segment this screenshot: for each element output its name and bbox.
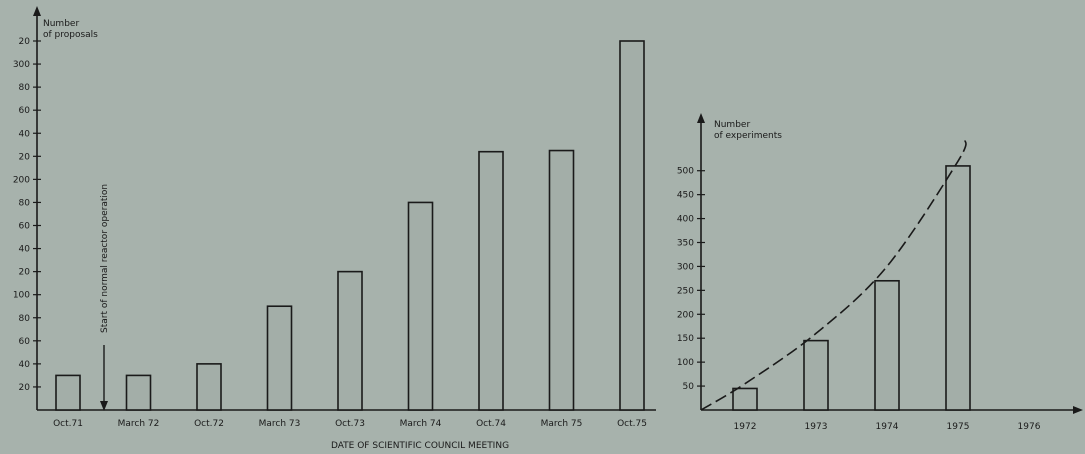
proposals-y-tick-label: 80 [19, 198, 31, 208]
proposals-x-tick-label: Oct.72 [194, 419, 224, 429]
proposals-bar [548, 149, 575, 411]
proposals-y-tick-label: 300 [13, 60, 30, 70]
experiments-x-tick-label: 1974 [876, 422, 899, 432]
proposals-y-tick-label: 40 [19, 245, 31, 255]
proposals-x-ticks: Oct.71 March 72 Oct.72 March 73 Oct.73 March … [53, 419, 647, 429]
proposals-bar [266, 305, 293, 411]
proposals-x-tick-label: March 72 [118, 419, 160, 429]
experiments-bar [732, 387, 758, 411]
experiments-x-tick-label: 1972 [734, 422, 757, 432]
proposals-y-tick-label: 40 [19, 360, 31, 370]
experiments-bar [874, 279, 900, 411]
experiments-y-tick-label: 250 [677, 286, 694, 296]
experiments-bar [803, 339, 829, 411]
experiments-y-tick-label: 400 [677, 215, 694, 225]
proposals-x-tick-label: Oct.75 [617, 419, 647, 429]
experiments-x-tick-label: 1975 [947, 422, 970, 432]
proposals-y-tick-label: 20 [19, 383, 31, 393]
experiments-y-tick-label: 350 [677, 239, 694, 249]
proposals-x-tick-label: March 75 [541, 419, 583, 429]
experiments-x-tick-label: 1973 [805, 422, 828, 432]
proposals-x-label: DATE OF SCIENTIFIC COUNCIL MEETING [331, 441, 509, 451]
proposals-x-tick-label: March 74 [400, 419, 442, 429]
experiments-y-tick-label: 150 [677, 334, 694, 344]
proposals-bar [407, 201, 434, 411]
proposals-bar [196, 363, 222, 411]
experiments-trend-line [700, 139, 967, 411]
experiments-x-axis-arrow [1073, 406, 1083, 414]
proposals-x-tick-label: Oct.71 [53, 419, 83, 429]
experiments-x-ticks: 1972 1973 1974 1975 1976 [734, 422, 1041, 432]
reactor-start-text: Start of normal reactor operation [100, 184, 110, 333]
proposals-y-tick-label: 20 [19, 152, 31, 162]
proposals-y-tick-label: 80 [19, 314, 31, 324]
experiments-y-axis-arrow [697, 113, 705, 123]
reactor-start-annotation: Start of normal reactor operation [100, 184, 110, 411]
experiments-chart: Number of experiments 50 100 150 200 250 300 3… [677, 113, 1083, 432]
experiments-y-tick-label: 450 [677, 191, 694, 201]
proposals-bar [337, 270, 363, 411]
proposals-bars [55, 40, 645, 411]
proposals-y-tick-label: 100 [13, 291, 30, 301]
experiments-y-tick-label: 100 [677, 358, 694, 368]
proposals-x-tick-label: March 73 [259, 419, 301, 429]
proposals-bar [125, 374, 152, 411]
proposals-bar [478, 150, 504, 411]
proposals-y-tick-label: 20 [19, 268, 31, 278]
proposals-y-label-line-1: Number [43, 19, 79, 29]
experiments-y-ticks: 50 100 150 200 250 300 350 400 450 500 [677, 167, 705, 392]
experiments-y-label-line-1: Number [714, 120, 750, 130]
proposals-y-label-line-2: of proposals [43, 30, 98, 40]
proposals-y-tick-label: 60 [19, 106, 31, 116]
experiments-y-label-line-2: of experiments [714, 131, 782, 141]
experiments-y-tick-label: 300 [677, 262, 694, 272]
proposals-y-tick-label: 200 [13, 175, 30, 185]
proposals-y-tick-label: 80 [19, 83, 31, 93]
proposals-bar [619, 40, 645, 411]
proposals-y-ticks: 20 40 60 80 100 20 40 60 80 200 20 40 60 80 300 20 [13, 37, 41, 393]
experiments-y-tick-label: 50 [683, 382, 695, 392]
experiments-bar [945, 165, 971, 411]
experiments-y-tick-label: 500 [677, 167, 694, 177]
proposals-y-tick-label: 40 [19, 129, 31, 139]
proposals-chart: Number of proposals 20406080100204060802… [13, 6, 656, 451]
proposals-x-tick-label: Oct.74 [476, 419, 506, 429]
reactor-start-arrow-head [100, 401, 108, 411]
proposals-bar [55, 374, 81, 411]
proposals-y-axis-arrow [33, 6, 41, 16]
proposals-y-tick-label: 20 [19, 37, 31, 47]
experiments-x-tick-label: 1976 [1018, 422, 1041, 432]
proposals-x-tick-label: Oct.73 [335, 419, 365, 429]
proposals-y-tick-label: 60 [19, 337, 31, 347]
proposals-y-tick-label: 60 [19, 222, 31, 232]
experiments-y-tick-label: 200 [677, 310, 694, 320]
experiments-bars [732, 165, 971, 411]
